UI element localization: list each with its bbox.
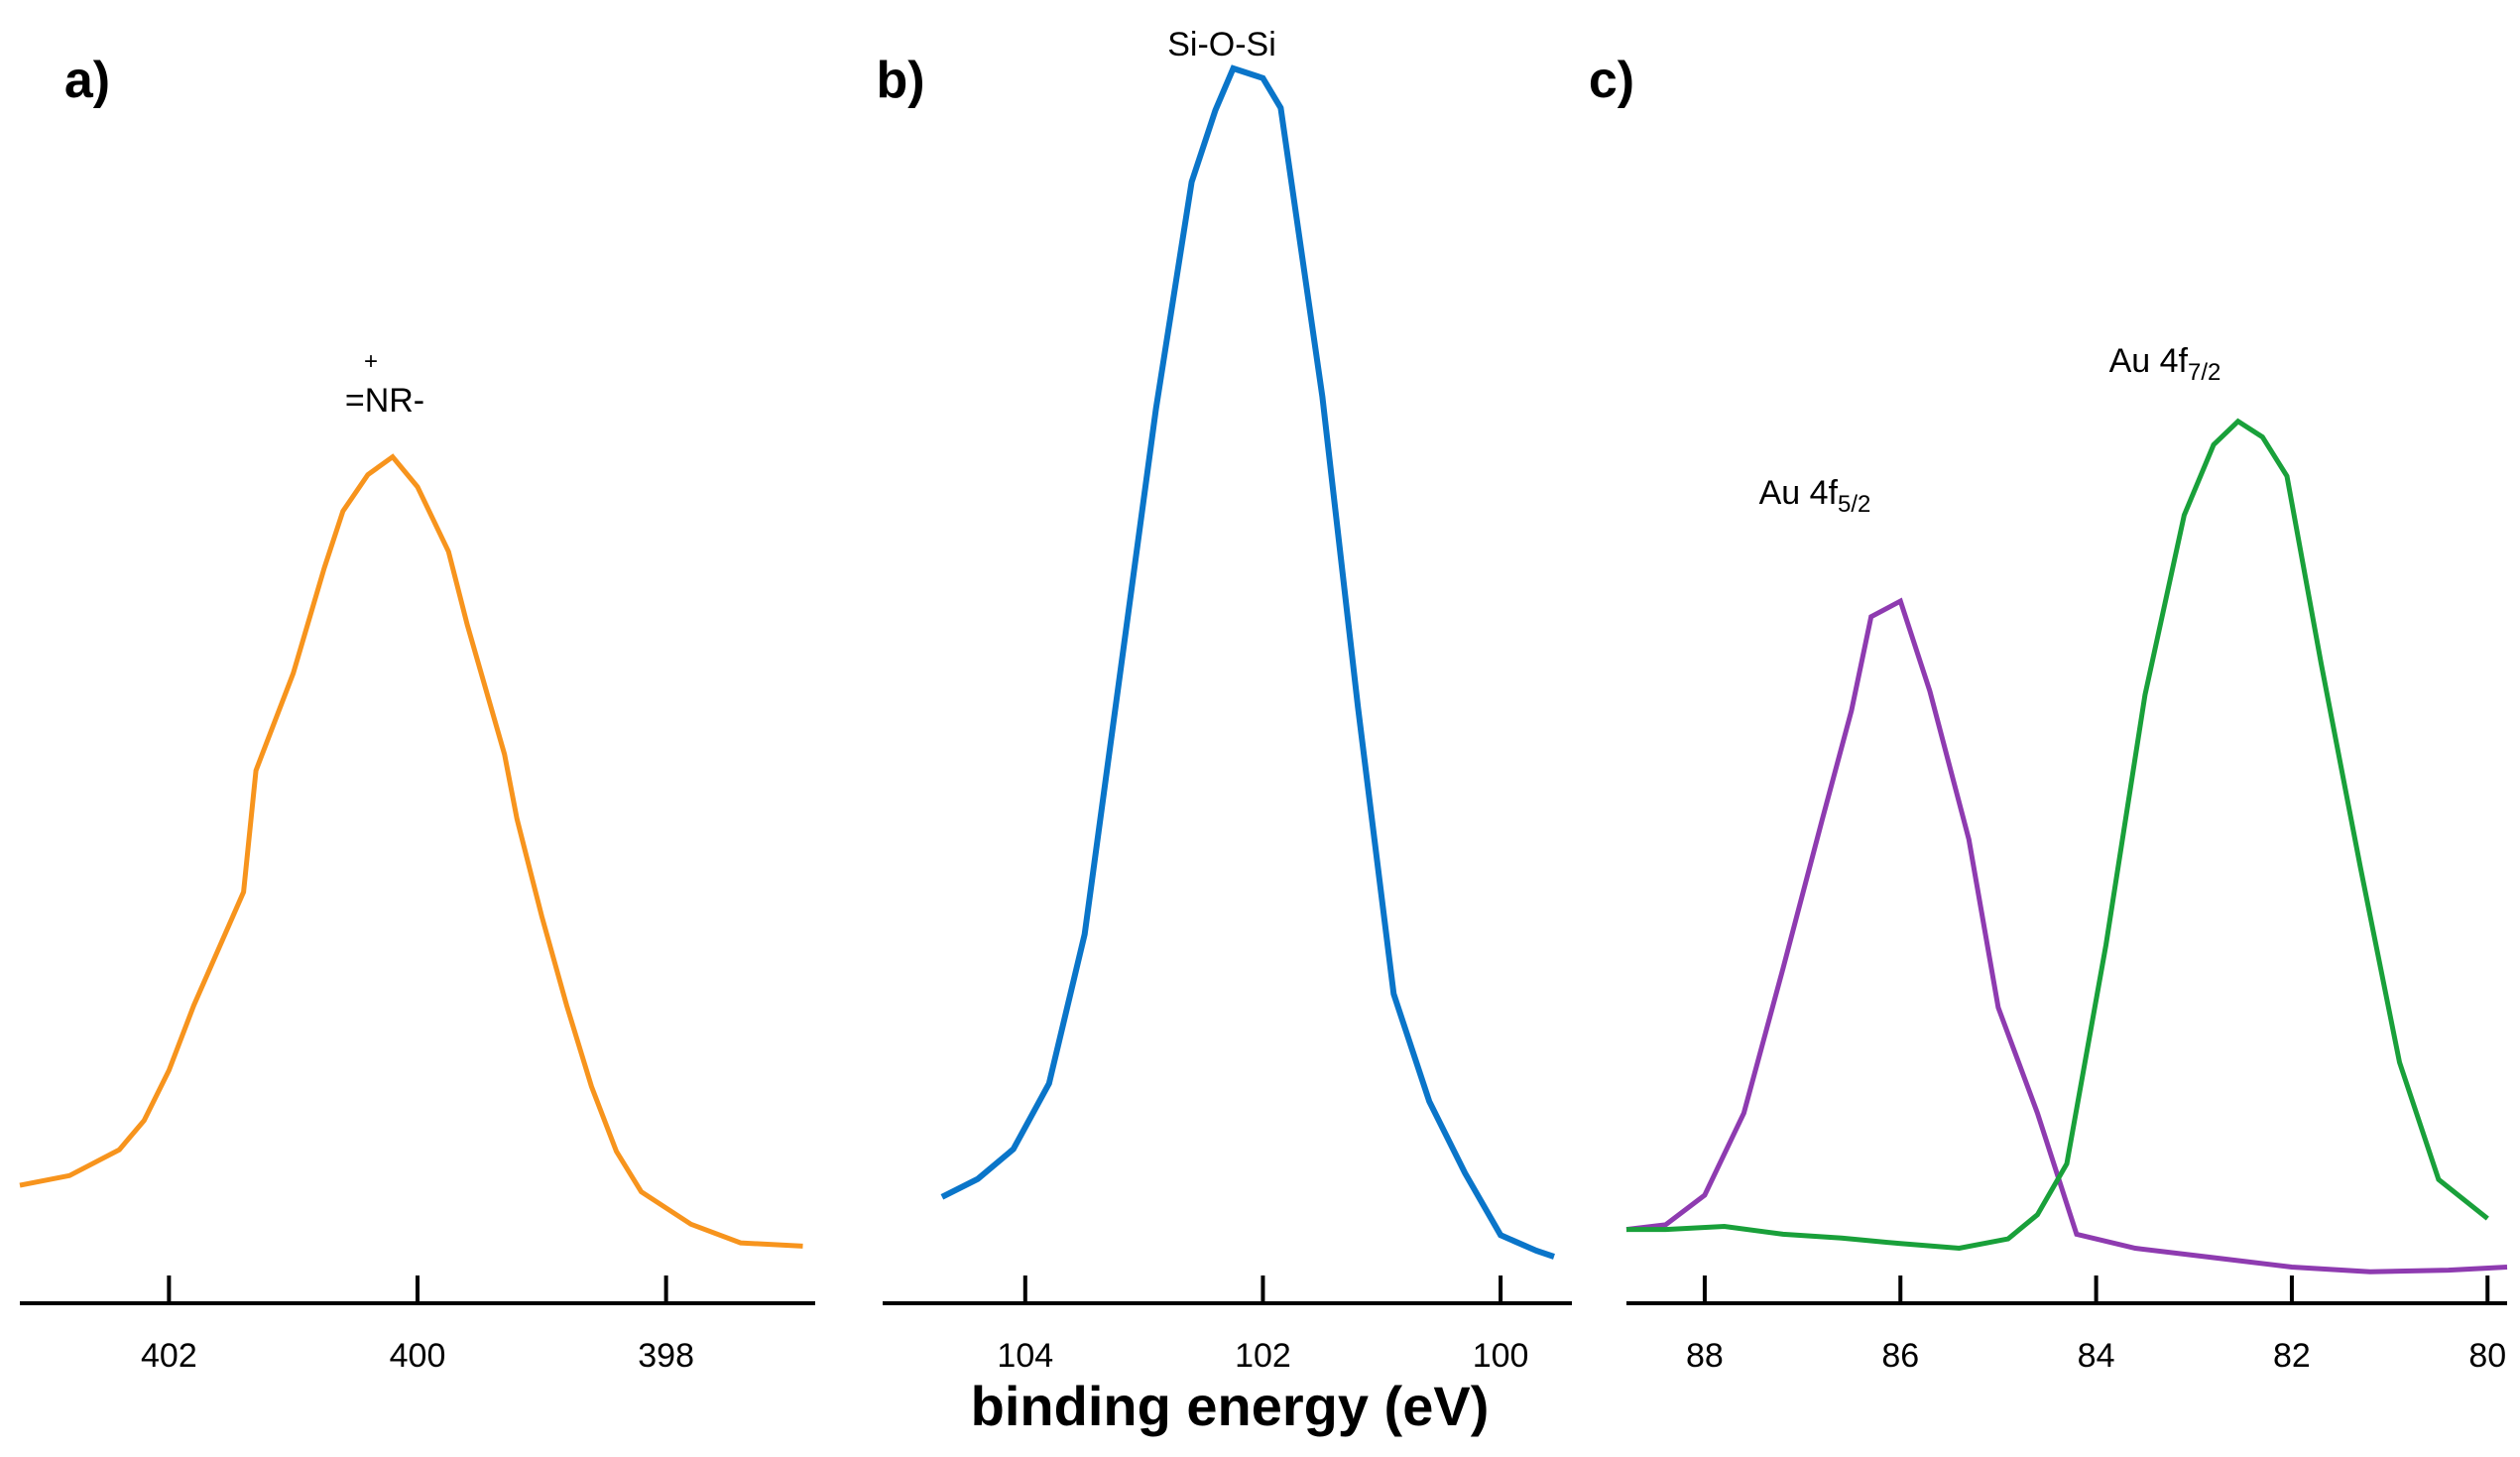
series-line-1 bbox=[19, 453, 803, 1249]
peak-annotation: =NR- bbox=[345, 382, 424, 420]
panel-3: c) 88 86 84 82 80 Au 4f5/2 Au 4f7/2 bbox=[1589, 52, 2508, 1375]
series-line-au-4f5-2 bbox=[1625, 597, 2508, 1275]
charge-superscript: + bbox=[364, 348, 378, 375]
panel-label: b) bbox=[876, 52, 924, 109]
x-tick-label: 104 bbox=[997, 1337, 1053, 1375]
peak-annotation: Au 4f7/2 bbox=[2109, 342, 2221, 386]
panel-label: c) bbox=[1589, 52, 1634, 109]
x-tick-label: 400 bbox=[390, 1337, 446, 1375]
x-tick-label: 100 bbox=[1473, 1337, 1529, 1375]
x-tick-label: 84 bbox=[2078, 1337, 2115, 1375]
panel-2: b) 104 102 100 Si-O-Si bbox=[876, 26, 1572, 1375]
x-axis-title: binding energy (eV) bbox=[971, 1375, 1490, 1437]
x-tick-label: 82 bbox=[2273, 1337, 2311, 1375]
x-tick-label: 102 bbox=[1235, 1337, 1291, 1375]
x-tick-label: 88 bbox=[1686, 1337, 1724, 1375]
x-tick-label: 86 bbox=[1881, 1337, 1919, 1375]
panel-1: a) 402 400 398 =NR- + bbox=[19, 52, 815, 1375]
panel-label: a) bbox=[64, 52, 110, 109]
peak-annotation: Si-O-Si bbox=[1167, 26, 1276, 63]
peak-annotation: Au 4f5/2 bbox=[1759, 474, 1871, 518]
series-line-2 bbox=[940, 64, 1555, 1260]
x-tick-label: 80 bbox=[2468, 1337, 2506, 1375]
series-line-au-4f7-2 bbox=[1626, 418, 2489, 1252]
x-tick-label: 398 bbox=[638, 1337, 694, 1375]
x-tick-label: 402 bbox=[141, 1337, 197, 1375]
